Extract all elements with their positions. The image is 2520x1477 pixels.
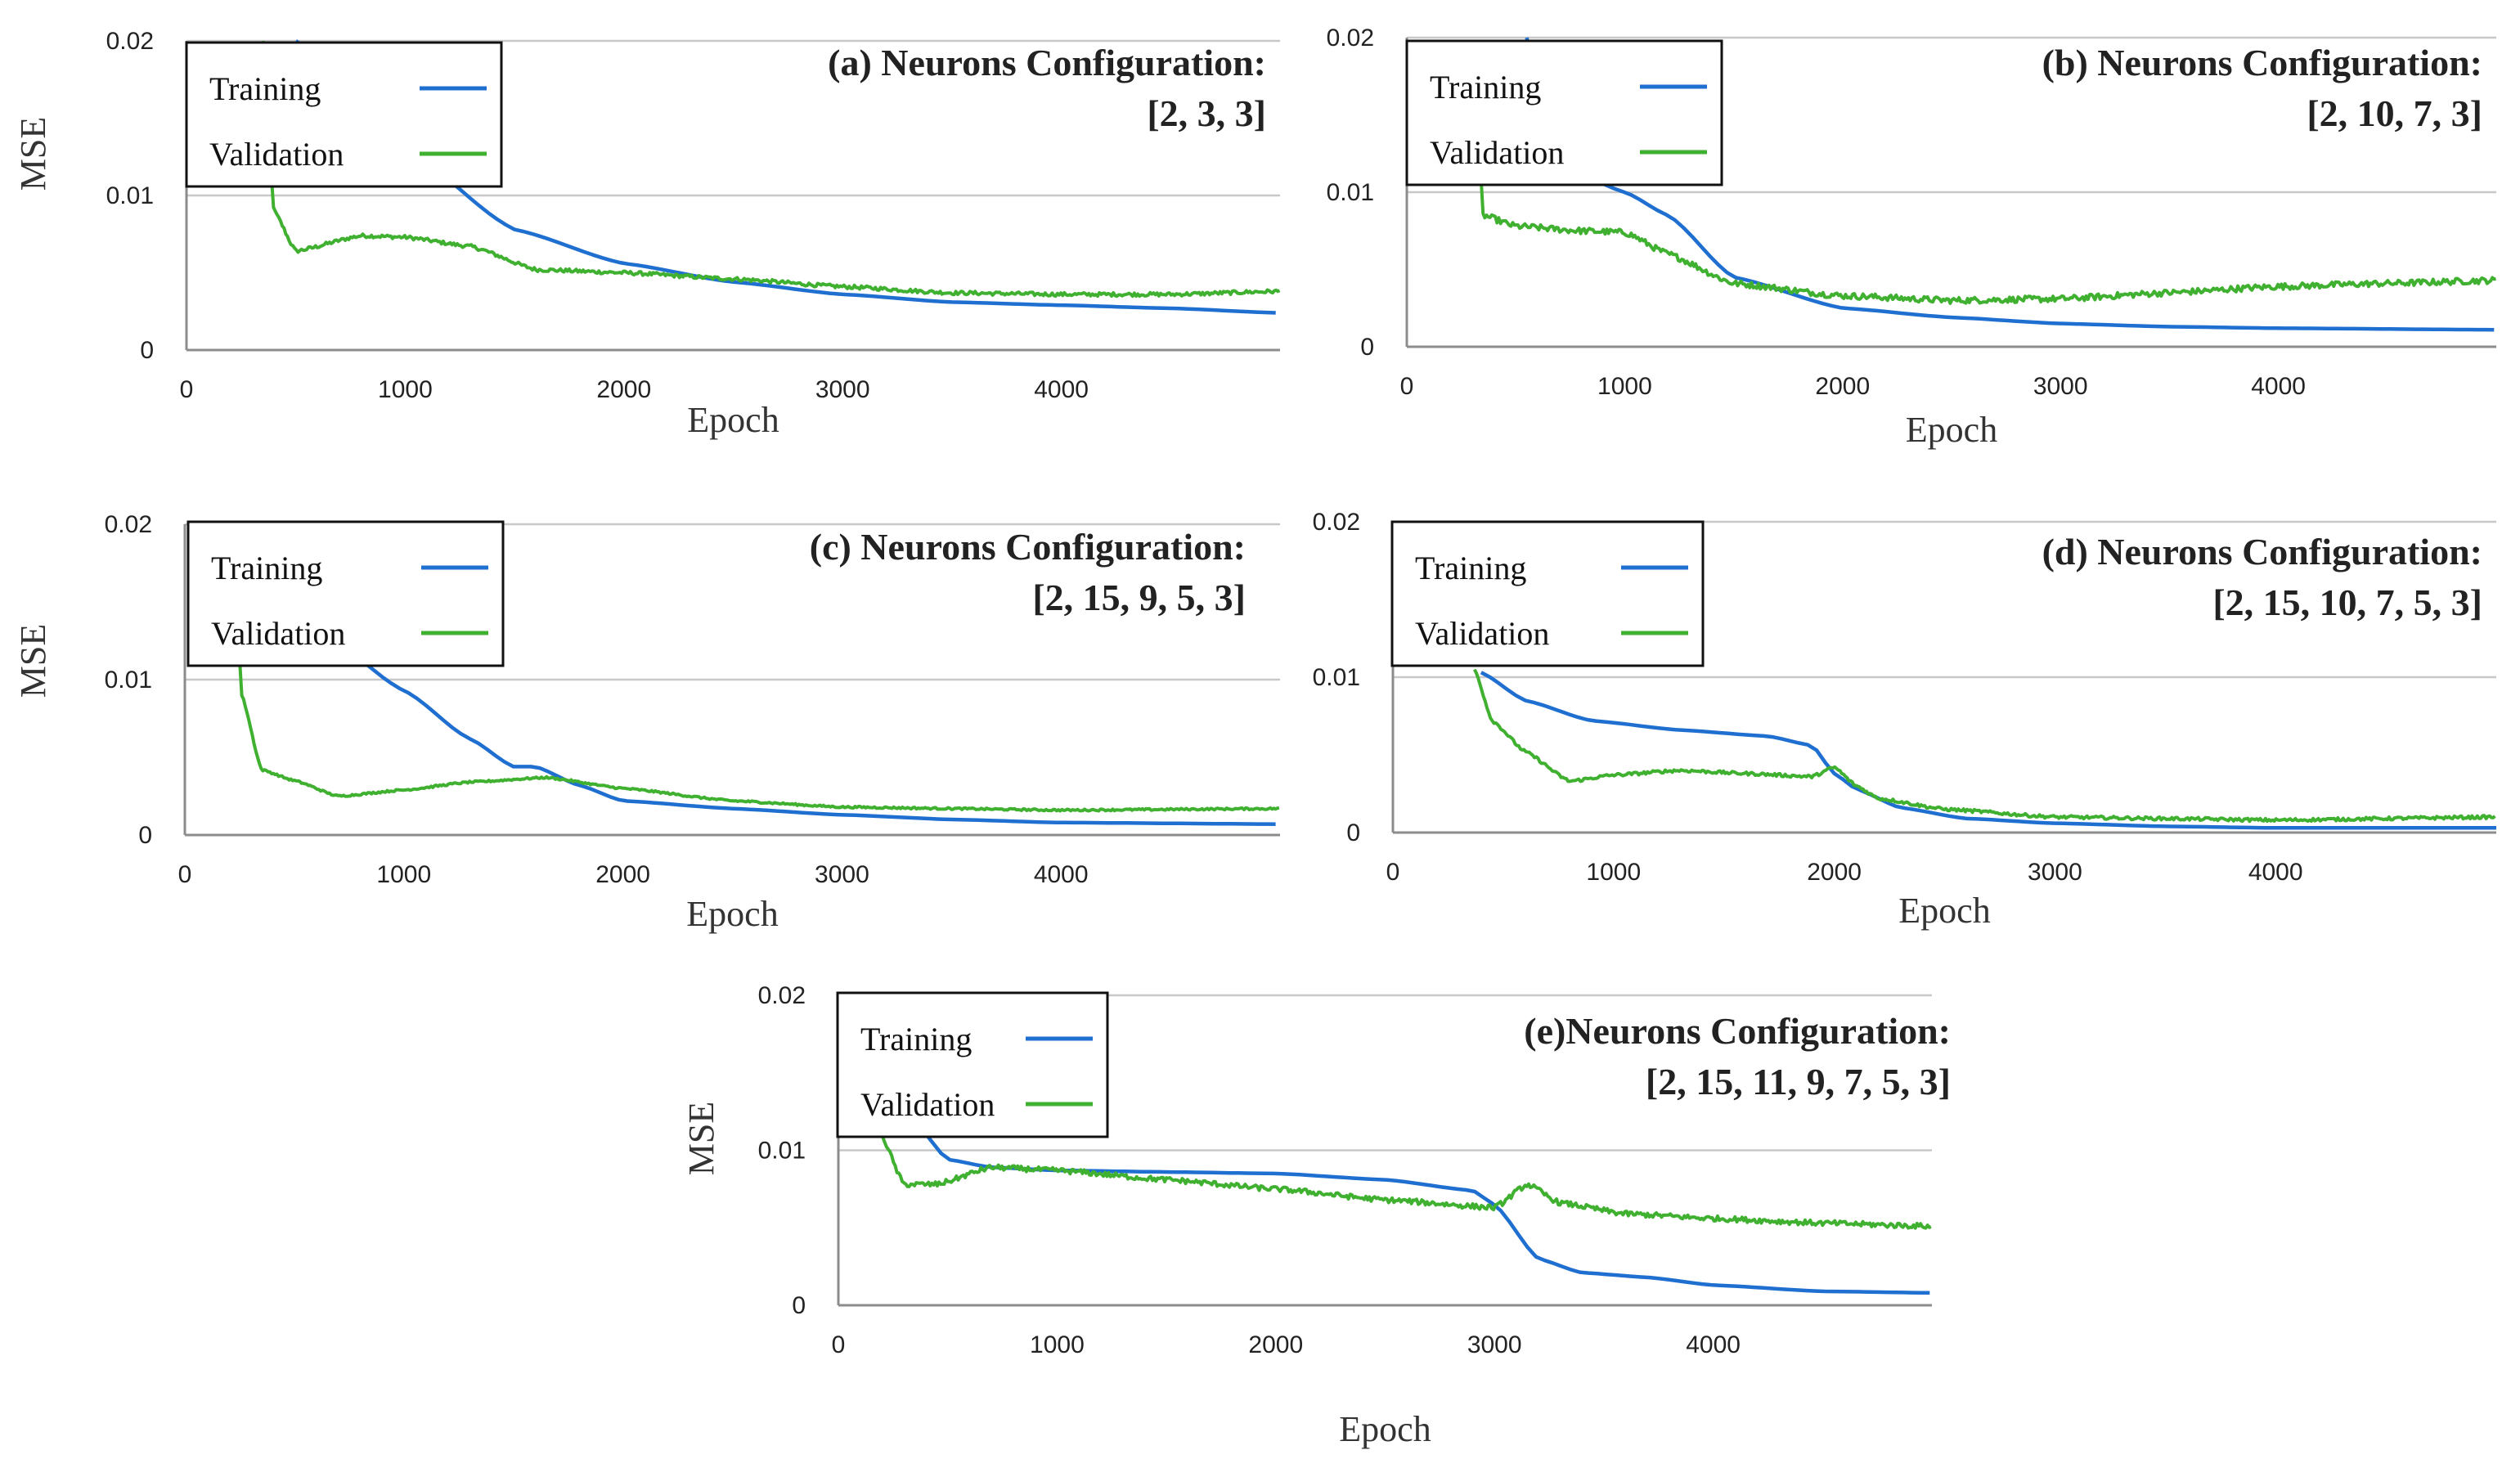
series-line-validation: [1472, 40, 2496, 305]
y-tick-label: 0: [140, 337, 154, 364]
y-tick-label: 0.02: [1327, 25, 1374, 52]
y-tick-label: 0: [1360, 334, 1374, 361]
legend-box: [1405, 39, 1723, 186]
series-line-training: [1480, 671, 2496, 830]
x-tick-label: 1000: [376, 861, 431, 888]
chart-panel-b: 0 0.01 0.02 0 1000 2000 3000 4000 Training Valida…: [1327, 25, 2496, 450]
chart-panel-c: 0 0.01 0.02 0 1000 2000 3000 4000 Training Valida…: [13, 511, 1280, 934]
series-line-training: [1525, 37, 2495, 332]
legend: Training Validation: [836, 991, 1109, 1138]
legend: Training Validation: [186, 520, 505, 667]
legend-label-training: Training: [1430, 69, 1541, 106]
y-tick-label: 0: [792, 1292, 806, 1319]
x-axis-label: Epoch: [687, 400, 779, 440]
chart-title: (d) Neurons Configuration:: [2042, 531, 2482, 572]
legend-box: [185, 41, 503, 188]
y-tick-label: 0.01: [105, 667, 152, 694]
x-axis-label: Epoch: [1339, 1409, 1431, 1449]
chart-title: (b) Neurons Configuration:: [2042, 42, 2482, 83]
x-tick-label: 2000: [596, 376, 651, 403]
x-axis-label: Epoch: [686, 894, 778, 934]
x-axis-label: Epoch: [1898, 891, 1990, 931]
y-axis-label: MSE: [13, 117, 53, 191]
x-tick-label: 3000: [815, 861, 869, 888]
y-tick-label: 0.02: [106, 28, 154, 55]
series-line-validation: [261, 40, 1281, 299]
legend-box: [1390, 520, 1705, 667]
x-tick-label: 0: [178, 861, 192, 888]
x-tick-label: 3000: [1467, 1331, 1522, 1358]
x-tick-label: 2000: [1815, 373, 1870, 400]
y-tick-label: 0.01: [758, 1138, 806, 1165]
x-tick-label: 0: [832, 1331, 846, 1358]
x-tick-label: 1000: [1597, 373, 1652, 400]
x-tick-label: 4000: [1686, 1331, 1741, 1358]
y-tick-label: 0.01: [1313, 664, 1360, 691]
legend-label-training: Training: [211, 550, 322, 586]
series-line-training: [914, 1120, 1930, 1295]
x-tick-label: 3000: [2028, 859, 2082, 886]
chart-panel-e: 0 0.01 0.02 0 1000 2000 3000 4000 Training Valida…: [681, 982, 1951, 1449]
chart-subtitle: [2, 10, 7, 3]: [2307, 92, 2482, 134]
x-tick-label: 4000: [2248, 859, 2303, 886]
x-tick-label: 2000: [1807, 859, 1862, 886]
chart-title: (e)Neurons Configuration:: [1524, 1010, 1951, 1052]
x-tick-label: 0: [180, 376, 194, 403]
y-tick-label: 0: [1346, 819, 1360, 846]
x-tick-label: 2000: [1248, 1331, 1303, 1358]
x-tick-label: 4000: [2251, 373, 2306, 400]
y-tick-label: 0.02: [1313, 509, 1360, 536]
x-tick-label: 0: [1400, 373, 1414, 400]
x-tick-label: 1000: [378, 376, 433, 403]
legend-box: [186, 520, 505, 667]
y-tick-label: 0.01: [1327, 179, 1374, 206]
x-tick-label: 0: [1386, 859, 1400, 886]
series-line-validation: [877, 1125, 1932, 1230]
chart-subtitle: [2, 15, 10, 7, 5, 3]: [2212, 581, 2482, 623]
legend-label-validation: Validation: [209, 136, 344, 173]
x-tick-label: 3000: [2033, 373, 2088, 400]
legend: Training Validation: [1405, 39, 1723, 186]
chart-title: (c) Neurons Configuration:: [810, 526, 1246, 568]
y-tick-label: 0: [138, 822, 152, 849]
series-line-training: [337, 644, 1276, 826]
y-axis-label: MSE: [13, 624, 53, 698]
series-line-validation: [1473, 668, 2496, 824]
chart-subtitle: [2, 15, 11, 9, 7, 5, 3]: [1646, 1061, 1951, 1102]
legend-label-training: Training: [860, 1021, 972, 1057]
x-tick-label: 3000: [815, 376, 870, 403]
chart-panel-d: 0 0.01 0.02 0 1000 2000 3000 4000 Training Valida…: [1313, 509, 2496, 931]
legend-label-training: Training: [209, 70, 321, 107]
y-tick-label: 0.02: [105, 511, 152, 538]
legend-label-validation: Validation: [1415, 615, 1549, 652]
x-tick-label: 4000: [1034, 376, 1089, 403]
chart-subtitle: [2, 15, 9, 5, 3]: [1032, 577, 1246, 618]
series-line-validation: [231, 524, 1280, 813]
chart-panel-a: 0 0.01 0.02 0 1000 2000 3000 4000 Training Valida…: [13, 28, 1281, 440]
legend-box: [836, 991, 1109, 1138]
chart-title: (a) Neurons Configuration:: [828, 42, 1266, 83]
x-tick-label: 1000: [1586, 859, 1641, 886]
chart-subtitle: [2, 3, 3]: [1147, 92, 1266, 134]
x-tick-label: 1000: [1030, 1331, 1085, 1358]
y-tick-label: 0.02: [758, 982, 806, 1009]
legend-label-training: Training: [1415, 550, 1526, 586]
legend-label-validation: Validation: [211, 615, 345, 652]
x-axis-label: Epoch: [1906, 410, 1997, 450]
x-tick-label: 2000: [595, 861, 650, 888]
y-axis-label: MSE: [681, 1102, 721, 1175]
x-tick-label: 4000: [1034, 861, 1089, 888]
series-line-training: [294, 39, 1276, 315]
legend-label-validation: Validation: [860, 1086, 995, 1123]
legend: Training Validation: [185, 41, 503, 188]
y-tick-label: 0.01: [106, 182, 154, 209]
legend: Training Validation: [1390, 520, 1705, 667]
legend-label-validation: Validation: [1430, 134, 1564, 171]
